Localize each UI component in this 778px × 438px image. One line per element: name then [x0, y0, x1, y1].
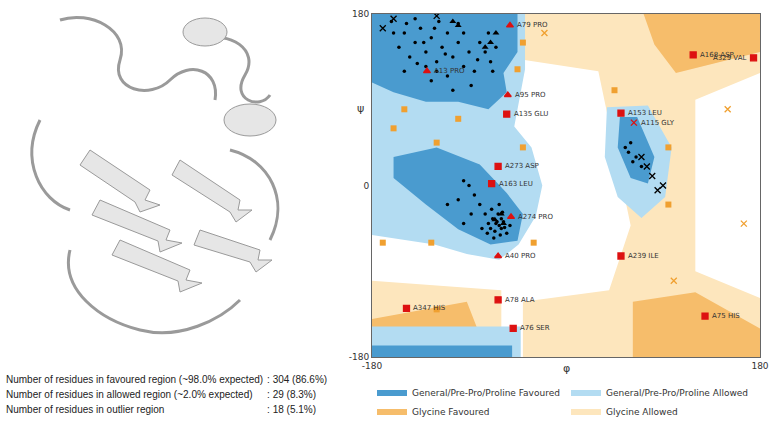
html-text:: 29 (8.3%): : 29 (8.3%)	[267, 389, 316, 400]
html-text:: 18 (5.1%): : 18 (5.1%)	[267, 404, 316, 415]
svg-text:General/Pre-Pro/Proline Allowe: General/Pre-Pro/Proline Allowed	[606, 388, 748, 398]
svg-text:A347 HIS: A347 HIS	[413, 304, 446, 312]
html-text:Number of residues in favoured: Number of residues in favoured region (~…	[6, 374, 328, 385]
svg-text:A78 ALA: A78 ALA	[505, 296, 535, 304]
svg-text:180: 180	[352, 9, 369, 19]
html-text:Number of residues in allowed: Number of residues in allowed region (~2…	[6, 389, 253, 400]
svg-text:A40 PRO: A40 PRO	[505, 252, 536, 260]
svg-text:A79 PRO: A79 PRO	[517, 21, 548, 29]
svg-text:A153 LEU: A153 LEU	[628, 109, 662, 117]
svg-text:0: 0	[363, 181, 369, 191]
svg-text:A239 ILE: A239 ILE	[628, 252, 659, 260]
svg-text:A76 SER: A76 SER	[520, 324, 550, 332]
svg-text:A274 PRO: A274 PRO	[518, 213, 553, 221]
svg-text:A13 PRO: A13 PRO	[434, 67, 465, 75]
svg-text:A115 GLY: A115 GLY	[641, 119, 675, 127]
svg-text:A273 ASP: A273 ASP	[505, 162, 539, 170]
svg-text:ψ: ψ	[357, 102, 364, 115]
html-text:Number of residues in outlier: Number of residues in outlier region	[6, 404, 165, 415]
svg-text:A168 ASP: A168 ASP	[700, 51, 734, 59]
svg-text:-180: -180	[349, 352, 370, 362]
svg-text:A75 HIS: A75 HIS	[712, 312, 740, 320]
svg-text:General/Pre-Pro/Proline Favour: General/Pre-Pro/Proline Favoured	[412, 388, 560, 398]
svg-text:A329 VAL: A329 VAL	[713, 54, 747, 62]
svg-text:Glycine Favoured: Glycine Favoured	[412, 407, 490, 417]
svg-text:A163 LEU: A163 LEU	[499, 180, 533, 188]
svg-text:A95 PRO: A95 PRO	[515, 91, 546, 99]
svg-text:-180: -180	[362, 361, 383, 371]
svg-text:180: 180	[751, 361, 768, 371]
svg-text:φ: φ	[563, 362, 570, 375]
svg-text:A135 GLU: A135 GLU	[514, 110, 548, 118]
svg-text:Glycine Allowed: Glycine Allowed	[606, 407, 678, 417]
